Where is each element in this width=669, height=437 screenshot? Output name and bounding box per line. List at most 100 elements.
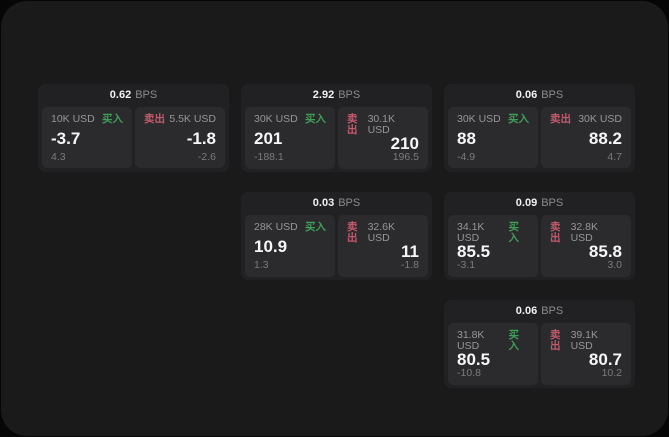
sell-panel[interactable]: 卖出 39.1K USD 80.7 10.2 bbox=[541, 323, 631, 385]
sell-price: -1.8 bbox=[186, 128, 216, 148]
buy-label: 买入 bbox=[305, 221, 326, 233]
buy-panel-top: 28K USD 买入 bbox=[254, 222, 326, 233]
sell-price: 11 bbox=[401, 242, 419, 261]
bps-value: 2.92 bbox=[312, 89, 335, 101]
buy-label: 买入 bbox=[305, 113, 326, 125]
bps-unit: BPS bbox=[541, 305, 564, 317]
sell-panel-top: 卖出 39.1K USD bbox=[550, 330, 622, 351]
sell-sub-value: -2.6 bbox=[197, 150, 216, 163]
sell-panel-top: 卖出 5.5K USD bbox=[144, 114, 216, 125]
buy-panel-top: 31.8K USD 买入 bbox=[457, 330, 529, 351]
card-header: 0.06 BPS bbox=[448, 300, 631, 323]
buy-sub-value: -3.1 bbox=[457, 259, 476, 271]
buy-panel-top: 30K USD 买入 bbox=[457, 114, 529, 125]
sell-sub-value: -1.8 bbox=[400, 259, 419, 271]
buy-price: 201 bbox=[254, 128, 283, 148]
buy-panel[interactable]: 30K USD 买入 88 -4.9 bbox=[448, 107, 538, 168]
quote-board: 0.62 BPS 10K USD 买入 -3.7 4.3 卖出 5.5K USD bbox=[38, 84, 635, 388]
buy-panel[interactable]: 34.1K USD 买入 85.5 -3.1 bbox=[448, 215, 538, 277]
quote-card: 0.06 BPS 31.8K USD 买入 80.5 -10.8 卖出 39.1… bbox=[444, 300, 635, 388]
sell-amount: 30.1K USD bbox=[367, 113, 396, 136]
sell-amount: 30K USD bbox=[578, 113, 622, 125]
quote-card: 0.09 BPS 34.1K USD 买入 85.5 -3.1 卖出 32.8K… bbox=[444, 192, 635, 280]
sell-panel[interactable]: 卖出 32.6K USD 11 -1.8 bbox=[338, 215, 428, 277]
bps-unit: BPS bbox=[338, 89, 361, 101]
bps-value: 0.06 bbox=[515, 89, 538, 101]
sell-label: 卖出 bbox=[550, 113, 571, 125]
buy-sub-value: -188.1 bbox=[254, 151, 284, 163]
buy-panel[interactable]: 10K USD 买入 -3.7 4.3 bbox=[42, 107, 132, 168]
price-panels: 10K USD 买入 -3.7 4.3 卖出 5.5K USD -1.8 -2.… bbox=[42, 107, 225, 168]
buy-panel-top: 34.1K USD 买入 bbox=[457, 222, 529, 243]
bps-value: 0.06 bbox=[515, 305, 538, 317]
sell-amount: 32.6K USD bbox=[367, 221, 396, 244]
card-header: 0.03 BPS bbox=[245, 192, 428, 215]
sell-label: 卖出 bbox=[550, 329, 561, 352]
sell-sub-value: 196.5 bbox=[392, 151, 419, 163]
sell-panel-top: 卖出 32.8K USD bbox=[550, 222, 622, 243]
buy-price: 10.9 bbox=[254, 236, 288, 256]
buy-price: 80.5 bbox=[457, 350, 491, 369]
sell-sub-value: 3.0 bbox=[607, 259, 622, 271]
buy-label: 买入 bbox=[508, 329, 519, 352]
sell-label: 卖出 bbox=[550, 221, 561, 244]
buy-panel[interactable]: 30K USD 买入 201 -188.1 bbox=[245, 107, 335, 169]
sell-price: 210 bbox=[390, 134, 419, 153]
buy-amount: 30K USD bbox=[254, 113, 298, 125]
buy-amount: 10K USD bbox=[51, 113, 95, 125]
price-panels: 28K USD 买入 10.9 1.3 卖出 32.6K USD 11 -1.8 bbox=[245, 215, 428, 277]
sell-panel-top: 卖出 30.1K USD bbox=[347, 114, 419, 135]
sell-price: 80.7 bbox=[588, 350, 622, 369]
card-header: 0.62 BPS bbox=[42, 84, 225, 107]
buy-amount: 34.1K USD bbox=[457, 221, 485, 244]
card-header: 0.09 BPS bbox=[448, 192, 631, 215]
sell-sub-value: 10.2 bbox=[601, 367, 622, 379]
bps-unit: BPS bbox=[135, 89, 158, 101]
quote-card: 2.92 BPS 30K USD 买入 201 -188.1 卖出 30.1K … bbox=[241, 84, 432, 172]
sell-label: 卖出 bbox=[347, 113, 358, 136]
sell-label: 卖出 bbox=[144, 113, 165, 125]
sell-panel-top: 卖出 30K USD bbox=[550, 114, 622, 125]
price-panels: 34.1K USD 买入 85.5 -3.1 卖出 32.8K USD 85.8… bbox=[448, 215, 631, 277]
price-panels: 30K USD 买入 201 -188.1 卖出 30.1K USD 210 1… bbox=[245, 107, 428, 169]
buy-label: 买入 bbox=[102, 113, 123, 125]
buy-sub-value: 4.3 bbox=[51, 150, 66, 163]
sell-panel[interactable]: 卖出 30K USD 88.2 4.7 bbox=[541, 107, 631, 168]
sell-price: 85.8 bbox=[588, 242, 622, 261]
buy-panel[interactable]: 31.8K USD 买入 80.5 -10.8 bbox=[448, 323, 538, 385]
buy-panel[interactable]: 28K USD 买入 10.9 1.3 bbox=[245, 215, 335, 277]
bps-value: 0.09 bbox=[515, 197, 538, 209]
buy-price: 88 bbox=[457, 128, 476, 148]
buy-amount: 28K USD bbox=[254, 221, 298, 233]
sell-price: 88.2 bbox=[588, 128, 622, 148]
sell-panel[interactable]: 卖出 5.5K USD -1.8 -2.6 bbox=[135, 107, 225, 168]
bps-unit: BPS bbox=[338, 197, 361, 209]
quote-card: 0.62 BPS 10K USD 买入 -3.7 4.3 卖出 5.5K USD bbox=[38, 84, 229, 172]
card-header: 0.06 BPS bbox=[448, 84, 631, 107]
price-panels: 30K USD 买入 88 -4.9 卖出 30K USD 88.2 4.7 bbox=[448, 107, 631, 168]
price-panels: 31.8K USD 买入 80.5 -10.8 卖出 39.1K USD 80.… bbox=[448, 323, 631, 385]
buy-price: -3.7 bbox=[51, 128, 81, 148]
buy-label: 买入 bbox=[508, 221, 519, 244]
sell-panel[interactable]: 卖出 30.1K USD 210 196.5 bbox=[338, 107, 428, 169]
quote-card: 0.03 BPS 28K USD 买入 10.9 1.3 卖出 32.6K US… bbox=[241, 192, 432, 280]
buy-label: 买入 bbox=[508, 113, 529, 125]
bps-unit: BPS bbox=[541, 197, 564, 209]
bps-value: 0.62 bbox=[109, 89, 132, 101]
buy-panel-top: 30K USD 买入 bbox=[254, 114, 326, 125]
sell-amount: 5.5K USD bbox=[169, 113, 216, 125]
buy-amount: 31.8K USD bbox=[457, 329, 485, 352]
sell-panel[interactable]: 卖出 32.8K USD 85.8 3.0 bbox=[541, 215, 631, 277]
bps-unit: BPS bbox=[541, 89, 564, 101]
sell-sub-value: 4.7 bbox=[607, 150, 622, 163]
sell-amount: 32.8K USD bbox=[570, 221, 599, 244]
sell-amount: 39.1K USD bbox=[570, 329, 599, 352]
sell-label: 卖出 bbox=[347, 221, 358, 244]
buy-sub-value: -4.9 bbox=[457, 150, 476, 163]
sell-panel-top: 卖出 32.6K USD bbox=[347, 222, 419, 243]
buy-price: 85.5 bbox=[457, 242, 491, 261]
buy-sub-value: -10.8 bbox=[457, 367, 481, 379]
bps-value: 0.03 bbox=[312, 197, 335, 209]
buy-sub-value: 1.3 bbox=[254, 259, 269, 271]
